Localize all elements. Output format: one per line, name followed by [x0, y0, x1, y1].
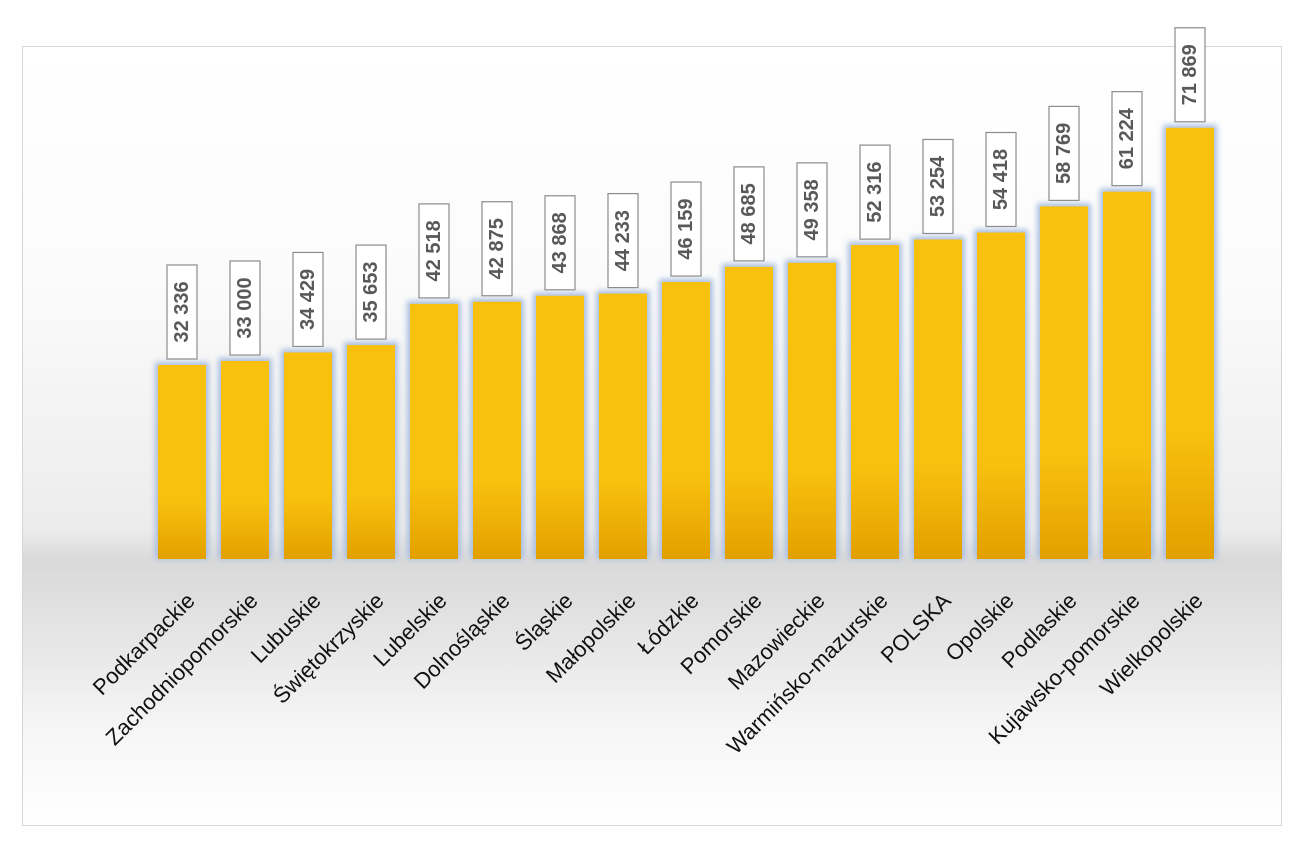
value-label-box: [355, 244, 387, 340]
value-label-text: 46 159: [675, 198, 697, 259]
category-labels-layer: PodkarpackieZachodniopomorskieLubuskieŚw…: [88, 588, 1208, 759]
value-label-text: 44 233: [612, 210, 634, 271]
value-label: 33 000: [229, 260, 261, 356]
value-label-box: [607, 193, 639, 289]
value-label: 35 653: [355, 244, 387, 340]
value-label-text: 49 358: [801, 179, 823, 240]
value-label-box: [922, 138, 954, 235]
value-label: 43 868: [544, 195, 576, 291]
value-label: 42 518: [418, 203, 450, 299]
value-label: 32 336: [166, 264, 198, 360]
value-label: 61 224: [1111, 91, 1143, 187]
value-label: 48 685: [733, 166, 765, 262]
value-label-box: [985, 131, 1017, 228]
bar: [725, 266, 773, 559]
value-label-box: [1048, 105, 1080, 201]
value-label: 34 429: [292, 251, 324, 348]
value-label-text: 53 254: [927, 155, 949, 217]
value-label: 53 254: [922, 138, 954, 235]
bar: [284, 352, 332, 559]
value-label-box: [670, 181, 702, 277]
value-label: 49 358: [796, 162, 828, 258]
value-label-text: 48 685: [738, 183, 760, 244]
value-label-text: 34 429: [297, 269, 319, 330]
bars-layer: [155, 124, 1217, 560]
value-label-box: [166, 264, 198, 360]
value-label-text: 32 336: [171, 281, 193, 342]
bar: [473, 301, 521, 559]
value-label-box: [1174, 27, 1206, 123]
bar: [347, 345, 395, 559]
value-label-text: 42 518: [423, 220, 445, 281]
bar: [599, 293, 647, 559]
value-label-box: [229, 260, 261, 356]
bar: [977, 232, 1025, 559]
value-label-box: [733, 166, 765, 262]
bar: [914, 239, 962, 559]
value-label: 46 159: [670, 181, 702, 277]
value-label: 42 875: [481, 201, 513, 297]
bar: [1103, 191, 1151, 559]
category-label: Świętokrzyskie: [268, 588, 389, 709]
bar: [1040, 206, 1088, 560]
value-label-text: 54 418: [990, 149, 1012, 210]
category-label: POLSKA: [876, 588, 956, 668]
value-label-box: [418, 203, 450, 299]
bar: [536, 295, 584, 559]
value-label-text: 52 316: [864, 162, 886, 223]
bar: [221, 361, 269, 559]
value-label: 44 233: [607, 193, 639, 289]
value-label-box: [292, 251, 324, 348]
value-label: 71 869: [1174, 27, 1206, 123]
value-label-text: 33 000: [234, 277, 256, 338]
value-label: 54 418: [985, 131, 1017, 228]
value-label-text: 35 653: [360, 261, 382, 322]
bar: [662, 282, 710, 559]
value-label: 52 316: [859, 144, 891, 240]
value-labels-layer: 32 336 33 000 34 429 35 653 42 518 42 875 43 8…: [166, 27, 1206, 360]
value-label-text: 61 224: [1116, 107, 1138, 169]
value-label-text: 58 769: [1053, 123, 1075, 184]
value-label-text: 71 869: [1179, 44, 1201, 105]
bar: [410, 303, 458, 559]
value-label-box: [1111, 91, 1143, 187]
value-label: 58 769: [1048, 105, 1080, 201]
value-label-text: 42 875: [486, 218, 508, 279]
bar: [1166, 127, 1214, 559]
bar: [788, 262, 836, 559]
value-label-box: [481, 201, 513, 297]
bar: [158, 364, 206, 559]
value-label-box: [859, 144, 891, 240]
value-label-box: [544, 195, 576, 291]
bar: [851, 245, 899, 559]
value-label-text: 43 868: [549, 212, 571, 273]
value-label-box: [796, 162, 828, 258]
